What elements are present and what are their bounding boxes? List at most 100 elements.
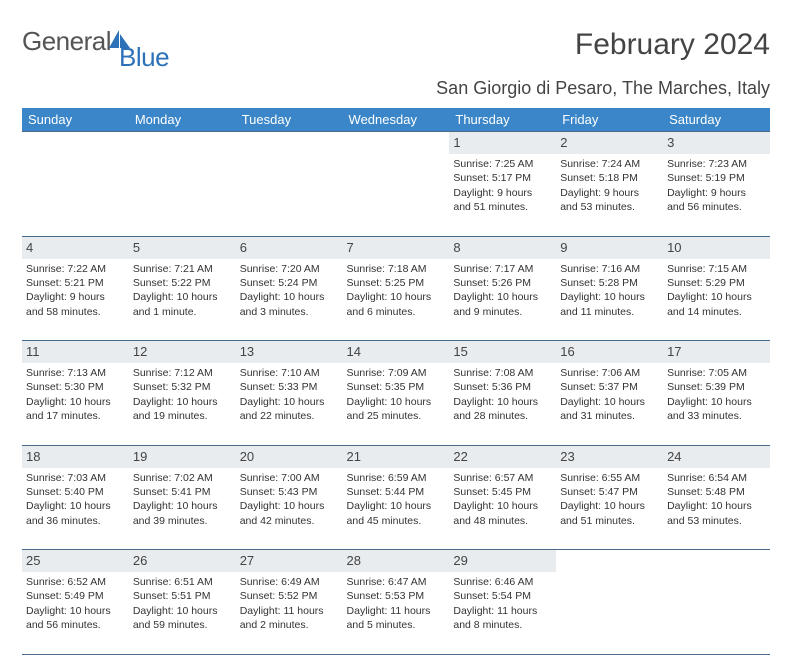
day-num-cell: 14 (343, 341, 450, 364)
logo: General Blue (22, 26, 183, 57)
day-details: Sunrise: 7:20 AMSunset: 5:24 PMDaylight:… (240, 262, 339, 320)
day-content-cell: Sunrise: 7:10 AMSunset: 5:33 PMDaylight:… (236, 363, 343, 445)
day-details: Sunrise: 7:02 AMSunset: 5:41 PMDaylight:… (133, 471, 232, 529)
day-content-cell: Sunrise: 7:22 AMSunset: 5:21 PMDaylight:… (22, 259, 129, 341)
week-5-daynum-row: 2526272829 (22, 550, 770, 573)
day-num-cell: 16 (556, 341, 663, 364)
day-details: Sunrise: 7:15 AMSunset: 5:29 PMDaylight:… (667, 262, 766, 320)
day-content-cell: Sunrise: 6:52 AMSunset: 5:49 PMDaylight:… (22, 572, 129, 654)
day-number: 23 (560, 449, 574, 464)
day-details: Sunrise: 7:12 AMSunset: 5:32 PMDaylight:… (133, 366, 232, 424)
day-content-cell: Sunrise: 7:18 AMSunset: 5:25 PMDaylight:… (343, 259, 450, 341)
day-num-cell (663, 550, 770, 573)
day-number: 26 (133, 553, 147, 568)
day-number: 1 (453, 135, 460, 150)
day-content-cell: Sunrise: 7:03 AMSunset: 5:40 PMDaylight:… (22, 468, 129, 550)
day-content-cell: Sunrise: 6:49 AMSunset: 5:52 PMDaylight:… (236, 572, 343, 654)
day-content-cell: Sunrise: 7:25 AMSunset: 5:17 PMDaylight:… (449, 154, 556, 236)
week-3-content-row: Sunrise: 7:13 AMSunset: 5:30 PMDaylight:… (22, 363, 770, 445)
day-number: 9 (560, 240, 567, 255)
day-num-cell: 15 (449, 341, 556, 364)
day-details: Sunrise: 6:47 AMSunset: 5:53 PMDaylight:… (347, 575, 446, 633)
day-content-cell: Sunrise: 7:02 AMSunset: 5:41 PMDaylight:… (129, 468, 236, 550)
day-details: Sunrise: 6:51 AMSunset: 5:51 PMDaylight:… (133, 575, 232, 633)
day-content-cell: Sunrise: 7:20 AMSunset: 5:24 PMDaylight:… (236, 259, 343, 341)
day-content-cell: Sunrise: 6:51 AMSunset: 5:51 PMDaylight:… (129, 572, 236, 654)
day-details: Sunrise: 7:22 AMSunset: 5:21 PMDaylight:… (26, 262, 125, 320)
day-num-cell: 5 (129, 236, 236, 259)
day-num-cell (236, 132, 343, 155)
day-num-cell (22, 132, 129, 155)
week-4-content-row: Sunrise: 7:03 AMSunset: 5:40 PMDaylight:… (22, 468, 770, 550)
day-number: 4 (26, 240, 33, 255)
day-details: Sunrise: 7:00 AMSunset: 5:43 PMDaylight:… (240, 471, 339, 529)
day-num-cell: 11 (22, 341, 129, 364)
calendar-header-sunday: Sunday (22, 108, 129, 132)
day-num-cell: 7 (343, 236, 450, 259)
day-number: 18 (26, 449, 40, 464)
day-details: Sunrise: 6:55 AMSunset: 5:47 PMDaylight:… (560, 471, 659, 529)
day-number: 3 (667, 135, 674, 150)
day-details: Sunrise: 7:08 AMSunset: 5:36 PMDaylight:… (453, 366, 552, 424)
day-num-cell: 20 (236, 445, 343, 468)
day-details: Sunrise: 7:17 AMSunset: 5:26 PMDaylight:… (453, 262, 552, 320)
day-details: Sunrise: 7:25 AMSunset: 5:17 PMDaylight:… (453, 157, 552, 215)
day-number: 2 (560, 135, 567, 150)
day-content-cell: Sunrise: 6:54 AMSunset: 5:48 PMDaylight:… (663, 468, 770, 550)
day-details: Sunrise: 7:23 AMSunset: 5:19 PMDaylight:… (667, 157, 766, 215)
day-number: 16 (560, 344, 574, 359)
day-num-cell: 23 (556, 445, 663, 468)
location-subtitle: San Giorgio di Pesaro, The Marches, Ital… (436, 78, 770, 99)
day-num-cell: 6 (236, 236, 343, 259)
logo-text-general: General (22, 26, 111, 57)
day-number: 15 (453, 344, 467, 359)
day-details: Sunrise: 7:16 AMSunset: 5:28 PMDaylight:… (560, 262, 659, 320)
day-number: 6 (240, 240, 247, 255)
day-content-cell: Sunrise: 7:00 AMSunset: 5:43 PMDaylight:… (236, 468, 343, 550)
day-details: Sunrise: 7:06 AMSunset: 5:37 PMDaylight:… (560, 366, 659, 424)
day-details: Sunrise: 6:54 AMSunset: 5:48 PMDaylight:… (667, 471, 766, 529)
day-num-cell: 8 (449, 236, 556, 259)
day-num-cell: 12 (129, 341, 236, 364)
day-content-cell: Sunrise: 7:05 AMSunset: 5:39 PMDaylight:… (663, 363, 770, 445)
day-num-cell: 26 (129, 550, 236, 573)
day-details: Sunrise: 7:09 AMSunset: 5:35 PMDaylight:… (347, 366, 446, 424)
calendar-header-saturday: Saturday (663, 108, 770, 132)
day-num-cell: 22 (449, 445, 556, 468)
day-number: 8 (453, 240, 460, 255)
day-details: Sunrise: 7:21 AMSunset: 5:22 PMDaylight:… (133, 262, 232, 320)
day-num-cell: 2 (556, 132, 663, 155)
day-number: 25 (26, 553, 40, 568)
day-number: 27 (240, 553, 254, 568)
day-num-cell: 19 (129, 445, 236, 468)
day-details: Sunrise: 6:52 AMSunset: 5:49 PMDaylight:… (26, 575, 125, 633)
day-number: 13 (240, 344, 254, 359)
day-content-cell (22, 154, 129, 236)
day-details: Sunrise: 6:57 AMSunset: 5:45 PMDaylight:… (453, 471, 552, 529)
day-details: Sunrise: 6:46 AMSunset: 5:54 PMDaylight:… (453, 575, 552, 633)
day-content-cell (129, 154, 236, 236)
day-content-cell: Sunrise: 7:09 AMSunset: 5:35 PMDaylight:… (343, 363, 450, 445)
calendar-header-friday: Friday (556, 108, 663, 132)
day-num-cell: 27 (236, 550, 343, 573)
calendar-table: SundayMondayTuesdayWednesdayThursdayFrid… (22, 108, 770, 655)
day-content-cell: Sunrise: 7:12 AMSunset: 5:32 PMDaylight:… (129, 363, 236, 445)
day-details: Sunrise: 7:24 AMSunset: 5:18 PMDaylight:… (560, 157, 659, 215)
day-details: Sunrise: 7:10 AMSunset: 5:33 PMDaylight:… (240, 366, 339, 424)
day-content-cell: Sunrise: 7:17 AMSunset: 5:26 PMDaylight:… (449, 259, 556, 341)
day-number: 28 (347, 553, 361, 568)
day-num-cell (556, 550, 663, 573)
day-num-cell (129, 132, 236, 155)
calendar-header-tuesday: Tuesday (236, 108, 343, 132)
day-content-cell: Sunrise: 7:15 AMSunset: 5:29 PMDaylight:… (663, 259, 770, 341)
day-number: 12 (133, 344, 147, 359)
day-details: Sunrise: 7:13 AMSunset: 5:30 PMDaylight:… (26, 366, 125, 424)
day-details: Sunrise: 7:03 AMSunset: 5:40 PMDaylight:… (26, 471, 125, 529)
day-num-cell: 21 (343, 445, 450, 468)
day-content-cell: Sunrise: 7:24 AMSunset: 5:18 PMDaylight:… (556, 154, 663, 236)
week-4-daynum-row: 18192021222324 (22, 445, 770, 468)
week-1-content-row: Sunrise: 7:25 AMSunset: 5:17 PMDaylight:… (22, 154, 770, 236)
day-number: 19 (133, 449, 147, 464)
day-content-cell (236, 154, 343, 236)
day-content-cell (663, 572, 770, 654)
